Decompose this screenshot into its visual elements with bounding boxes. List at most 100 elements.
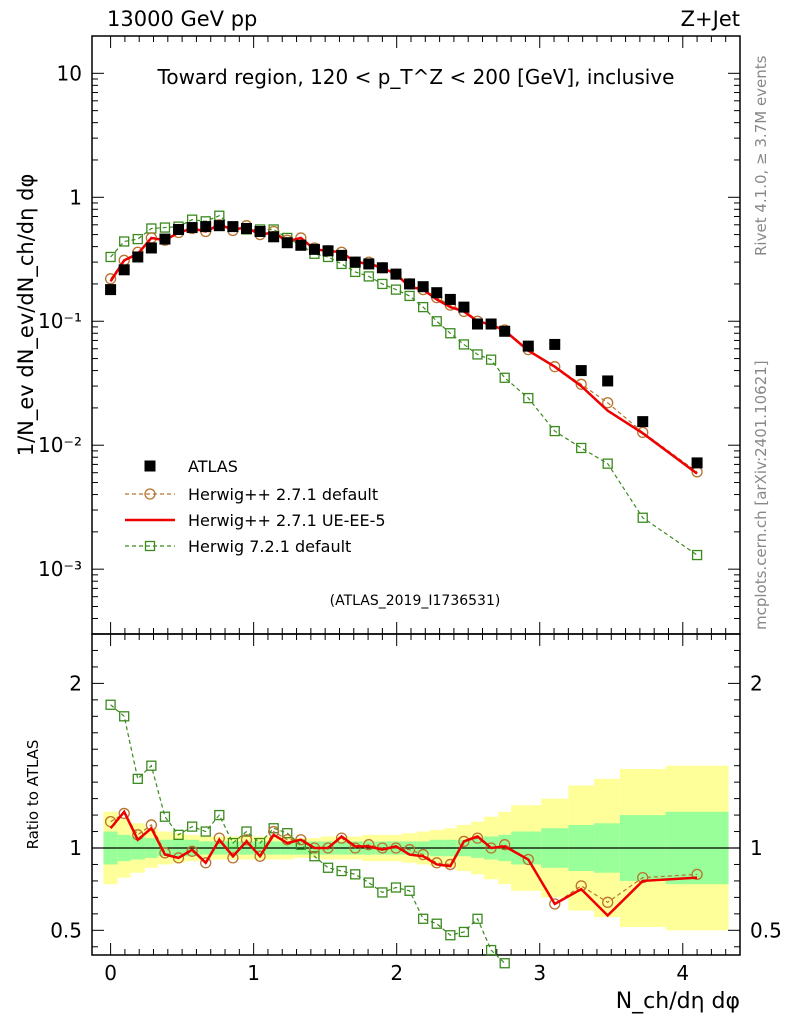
data-point [308, 243, 320, 255]
ratio-frame [91, 633, 741, 956]
data-point [363, 271, 374, 282]
ratio-point [159, 811, 171, 822]
data-point [691, 549, 703, 561]
ratio-point [241, 826, 252, 837]
data-point [499, 372, 510, 383]
ratio-point [132, 773, 143, 785]
data-point [268, 231, 280, 243]
data-point [295, 239, 307, 251]
data-point [336, 249, 348, 261]
ratio-point [159, 847, 171, 859]
ratio-point [349, 842, 361, 854]
ratio-point [254, 850, 266, 862]
ratio-point [485, 944, 497, 956]
process-label: Z+Jet [681, 7, 740, 31]
data-point [549, 361, 561, 373]
ratio-point [350, 869, 361, 880]
ratio-point [418, 913, 429, 924]
ratio-point [200, 857, 212, 869]
y-tick-label: 10⁻² [38, 433, 82, 457]
ratio-point [691, 868, 703, 880]
ratio-series-line [109, 809, 698, 918]
ratio-y-tick-label: 1 [69, 836, 82, 860]
ratio-point [173, 829, 184, 840]
legend-label: Herwig++ 2.7.1 default [188, 485, 378, 504]
ratio-point [363, 877, 374, 888]
ratio-y-tick-label-right: 0.5 [750, 918, 782, 942]
ratio-point [213, 832, 225, 844]
data-point [118, 264, 130, 276]
ratio-point [282, 828, 293, 839]
data-point [523, 392, 534, 404]
data-point [105, 284, 117, 296]
series-line [110, 224, 698, 473]
data-point [119, 236, 130, 247]
data-point [485, 318, 497, 330]
data-point [602, 397, 614, 409]
legend-label: ATLAS [188, 457, 238, 476]
data-point [576, 442, 587, 454]
ratio-point [472, 913, 483, 924]
ratio-point [363, 839, 375, 851]
data-point [575, 378, 587, 390]
ratio-point [458, 926, 470, 938]
data-point [417, 281, 429, 293]
x-tick-label: 2 [390, 961, 403, 985]
data-point [602, 375, 614, 387]
data-point [281, 237, 293, 249]
data-point [200, 221, 212, 233]
ratio-y-axis-label: Ratio to ATLAS [24, 740, 42, 850]
ratio-y-tick-label-right: 2 [750, 671, 763, 695]
x-tick-label: 0 [104, 961, 117, 985]
ratio-point [240, 834, 253, 846]
data-point [363, 258, 375, 270]
ratio-series-line [110, 704, 506, 964]
data-point [431, 316, 442, 327]
data-point [132, 251, 144, 263]
data-point [485, 354, 497, 365]
ratio-point [118, 807, 130, 820]
ratio-point [336, 865, 347, 877]
ratio-point [309, 851, 320, 862]
data-point [105, 251, 116, 263]
ratio-y-tick-label-right: 1 [750, 836, 763, 860]
data-point [240, 222, 252, 234]
series-line [109, 223, 698, 475]
main-panel: 10 1 10⁻¹ 10⁻² 10⁻³ 1/N_ev dN_ev/dN_ch/dη dφ T… [14, 35, 741, 955]
ratio-point [214, 809, 225, 821]
data-point [227, 221, 239, 233]
data-point [186, 222, 198, 234]
data-point [404, 278, 416, 290]
data-point [602, 458, 613, 469]
ratio-point [390, 882, 402, 893]
data-point [549, 338, 561, 350]
ratio-point [404, 885, 415, 896]
data-point [549, 425, 560, 437]
ratio-point [322, 862, 334, 873]
legend-marker [144, 488, 156, 500]
data-point [159, 222, 171, 233]
y-axis-label: 1/N_ev dN_ev/dN_ch/dη dφ [14, 174, 39, 457]
data-point [376, 262, 388, 274]
data-point [145, 242, 157, 254]
data-point [637, 426, 649, 438]
ratio-point [227, 837, 239, 849]
ratio-point [254, 837, 266, 849]
y-tick-label: 10 [57, 61, 82, 85]
ratio-point [522, 853, 534, 866]
ratio-point [458, 835, 470, 848]
analysis-label: (ATLAS_2019_I1736531) [330, 593, 501, 609]
x-tick-label: 4 [676, 961, 689, 985]
data-point [458, 339, 470, 350]
data-point [418, 301, 429, 313]
legend-marker [144, 460, 156, 472]
ratio-point [602, 896, 614, 908]
data-point [691, 457, 703, 469]
ratio-point [119, 711, 130, 722]
data-point [637, 416, 649, 428]
legend-label: Herwig++ 2.7.1 UE-EE-5 [188, 511, 386, 530]
data-point [522, 340, 534, 352]
data-point [444, 293, 456, 305]
data-point [431, 287, 443, 299]
